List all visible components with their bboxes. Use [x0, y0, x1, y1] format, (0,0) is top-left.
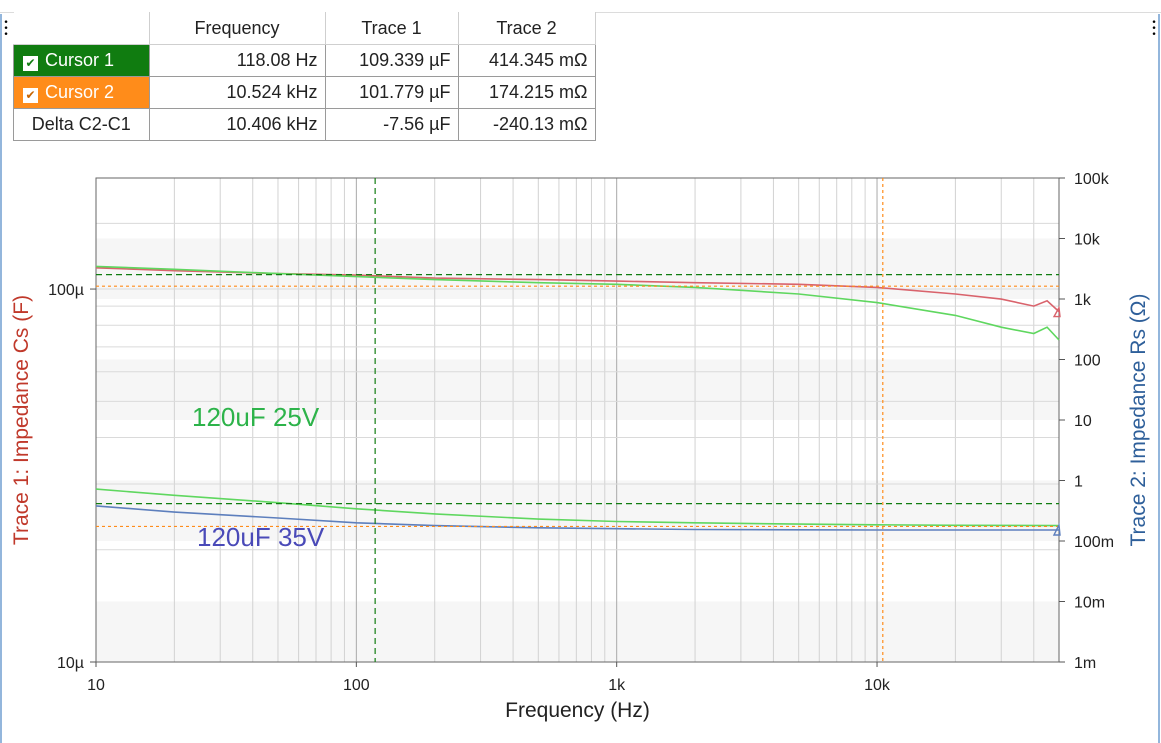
left-drag-handle-icon[interactable]: • • • — [3, 18, 9, 40]
plot-band — [96, 420, 1059, 481]
cursor2-frequency: 10.524 kHz — [148, 76, 326, 109]
annotation-120uf-35v: 120uF 35V — [197, 522, 325, 552]
plot-band — [96, 480, 1059, 541]
y-left-tick-label: 100µ — [48, 282, 84, 299]
x-tick-label: 100 — [343, 677, 370, 694]
cursor2-checkbox[interactable]: ✔ — [23, 88, 38, 103]
series-line-3 — [95, 505, 1059, 531]
panel-left-edge — [0, 14, 2, 743]
y-right-tick-label: 1 — [1074, 474, 1083, 491]
plot-band — [96, 359, 1059, 420]
cursor1-frequency: 118.08 Hz — [148, 44, 326, 77]
cursor2-label: Cursor 2 — [45, 82, 115, 102]
y-right-tick-label: 10k — [1074, 232, 1101, 249]
cursor1-row: ✔ Cursor 1 118.08 Hz 109.339 µF 414.345 m… — [13, 44, 596, 77]
delta-frequency: 10.406 kHz — [148, 108, 326, 141]
y-right-tick-label: 1k — [1074, 292, 1092, 309]
y-left-axis-title: Trace 1: Impedance Cs (F) — [10, 295, 33, 545]
y-right-tick-label: 100 — [1074, 353, 1101, 370]
cursor2-trace2: 174.215 mΩ — [457, 76, 596, 109]
trace2-end-marker — [1052, 522, 1061, 536]
x-tick-label: 1k — [608, 677, 626, 694]
cursor2-trace1: 101.779 µF — [324, 76, 459, 109]
cursor1-label: Cursor 1 — [45, 50, 115, 70]
x-axis-title: Frequency (Hz) — [505, 699, 650, 722]
annotation-120uf-25v: 120uF 25V — [192, 402, 320, 432]
cursor-table: Frequency Trace 1 Trace 2 ✔ Cursor 1 118.… — [13, 12, 596, 141]
y-right-tick-label: 100k — [1074, 171, 1110, 188]
y-right-tick-label: 10 — [1074, 413, 1092, 430]
delta-trace1: -7.56 µF — [324, 108, 459, 141]
delta-trace2: -240.13 mΩ — [457, 108, 596, 141]
right-drag-handle-icon[interactable]: • • • — [1151, 18, 1157, 40]
x-tick-label: 10k — [864, 677, 891, 694]
header-trace2: Trace 2 — [458, 12, 596, 45]
cursor1-trace1: 109.339 µF — [324, 44, 459, 77]
header-blank — [13, 12, 150, 45]
delta-row: Delta C2-C1 10.406 kHz -7.56 µF -240.13 … — [13, 108, 596, 141]
series-line-1 — [95, 265, 1060, 341]
plot-band — [96, 299, 1059, 360]
plot-band — [96, 601, 1059, 662]
y-right-tick-label: 1m — [1074, 655, 1096, 672]
plot-band — [96, 541, 1059, 602]
header-trace1: Trace 1 — [325, 12, 459, 45]
series-line-2 — [95, 488, 1060, 527]
y-right-axis-title: Trace 2: Impedance Rs (Ω) — [1127, 293, 1150, 546]
cursor1-trace2: 414.345 mΩ — [457, 44, 596, 77]
y-left-tick-label: 10µ — [57, 655, 84, 672]
cursor2-row: ✔ Cursor 2 10.524 kHz 101.779 µF 174.215 … — [13, 76, 596, 109]
cursor-table-header: Frequency Trace 1 Trace 2 — [13, 12, 596, 45]
y-right-tick-label: 10m — [1074, 595, 1105, 612]
cursor2-label-cell[interactable]: ✔ Cursor 2 — [13, 76, 150, 109]
plot-band — [96, 178, 1059, 239]
delta-label: Delta C2-C1 — [13, 108, 150, 141]
panel-right-edge — [1158, 14, 1160, 743]
header-frequency: Frequency — [149, 12, 326, 45]
trace1-end-marker — [1052, 305, 1061, 318]
cursor1-label-cell[interactable]: ✔ Cursor 1 — [13, 44, 150, 77]
cursor1-checkbox[interactable]: ✔ — [23, 56, 38, 71]
x-tick-label: 10 — [87, 677, 105, 694]
y-right-tick-label: 100m — [1074, 534, 1114, 551]
